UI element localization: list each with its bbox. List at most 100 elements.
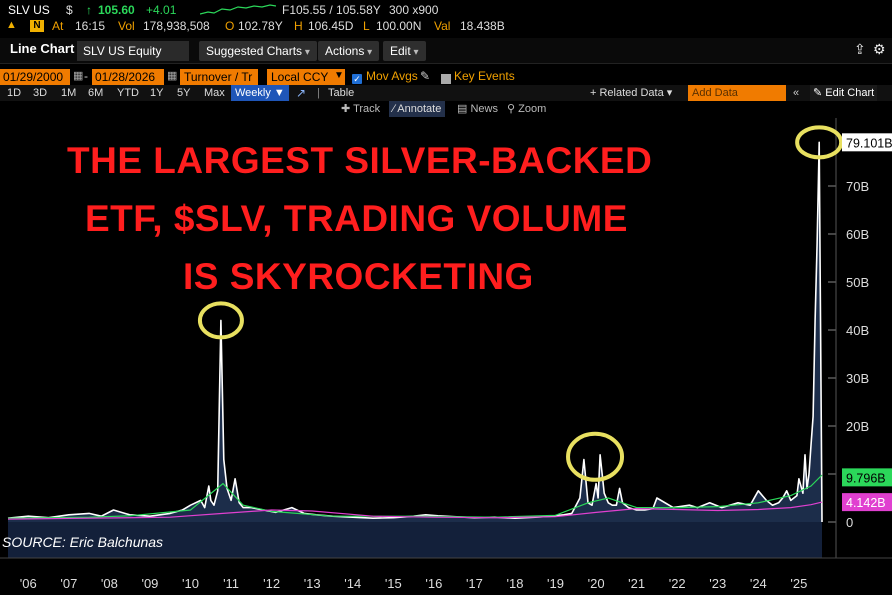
moving-average-line-1 bbox=[7, 474, 823, 519]
headline-line-2: ETF, $SLV, TRADING VOLUME bbox=[85, 198, 628, 239]
security-field[interactable]: SLV US Equity bbox=[77, 41, 189, 61]
y-tick-label: 50B bbox=[846, 275, 869, 290]
last-ma-long-badge-bg bbox=[842, 493, 892, 512]
line-icon: ∕ bbox=[393, 103, 395, 115]
table-button[interactable]: Table bbox=[328, 87, 355, 99]
x-tick-label: '14 bbox=[344, 576, 361, 591]
period-ytd[interactable]: YTD bbox=[117, 87, 139, 99]
edit-menu[interactable]: Edit bbox=[383, 41, 426, 61]
ticker-symbol[interactable]: SLV US bbox=[8, 3, 50, 17]
peak-highlight-circle bbox=[795, 125, 844, 160]
x-tick-label: '16 bbox=[425, 576, 442, 591]
mov-avgs-checkbox[interactable]: ✓ bbox=[352, 73, 362, 84]
volume-value: 178,938,508 bbox=[143, 19, 210, 33]
last-turnover-badge-bg bbox=[842, 133, 892, 152]
x-tick-label: '12 bbox=[263, 576, 280, 591]
headline-line-3: IS SKYROCKETING bbox=[183, 256, 534, 297]
calendar-icon[interactable]: ▦ bbox=[73, 70, 84, 82]
zoom-tool[interactable]: ⚲ Zoom bbox=[507, 103, 547, 115]
chart-floor bbox=[8, 522, 822, 558]
frequency-selector[interactable]: Weekly ▼ bbox=[231, 85, 289, 101]
period-6m[interactable]: 6M bbox=[88, 87, 104, 99]
suggested-charts-menu[interactable]: Suggested Charts bbox=[199, 41, 317, 61]
collapse-icon[interactable]: « bbox=[793, 87, 800, 99]
x-tick-label: '24 bbox=[750, 576, 767, 591]
volume-label: Vol bbox=[118, 19, 135, 33]
x-tick-label: '11 bbox=[223, 576, 239, 591]
period-3d[interactable]: 3D bbox=[33, 87, 48, 99]
page-title: Line Chart bbox=[10, 41, 75, 56]
period-5y[interactable]: 5Y bbox=[177, 87, 191, 99]
related-data-menu[interactable]: + Related Data ▾ bbox=[590, 87, 673, 99]
key-events-checkbox[interactable] bbox=[441, 71, 451, 87]
period-max[interactable]: Max bbox=[204, 87, 225, 99]
open-value: 102.78Y bbox=[238, 19, 283, 33]
y-tick-label: 30B bbox=[846, 371, 869, 386]
y-tick-label: 20B bbox=[846, 419, 869, 434]
pencil-icon[interactable]: ✎ bbox=[420, 69, 431, 83]
x-tick-label: '15 bbox=[385, 576, 402, 591]
last-ma-long-badge: 4.142B bbox=[846, 496, 886, 510]
start-date-field[interactable]: 01/29/2000 bbox=[0, 69, 70, 85]
peak-highlight-circle bbox=[197, 301, 244, 340]
x-tick-label: '19 bbox=[547, 576, 564, 591]
x-tick-label: '07 bbox=[60, 576, 77, 591]
annotate-tool[interactable]: ∕ Annotate bbox=[389, 101, 446, 117]
open-label: O bbox=[225, 19, 235, 33]
source-credit: SOURCE: Eric Balchunas bbox=[2, 534, 164, 550]
last-price: 105.60 bbox=[98, 3, 135, 17]
x-tick-label: '21 bbox=[628, 576, 645, 591]
high-value: 106.45D bbox=[308, 19, 354, 33]
x-tick-label: '06 bbox=[20, 576, 37, 591]
news-list-icon: ▤ bbox=[457, 103, 468, 115]
volume-chart[interactable]: 010B20B30B40B50B60B70B'06'07'08'09'10'11… bbox=[0, 118, 892, 595]
date-separator: - bbox=[84, 69, 88, 83]
actions-menu[interactable]: Actions bbox=[318, 41, 380, 61]
magnifier-icon: ⚲ bbox=[507, 103, 516, 115]
x-tick-label: '10 bbox=[182, 576, 199, 591]
last-ma-short-badge: 9.796B bbox=[846, 471, 886, 485]
key-events-label: Key Events bbox=[454, 69, 515, 83]
high-label: H bbox=[294, 19, 303, 33]
crosshair-icon: ✚ bbox=[341, 103, 351, 115]
x-tick-label: '18 bbox=[506, 576, 523, 591]
currency-selector[interactable]: Local CCY bbox=[267, 69, 345, 85]
flag-icon: ▲ bbox=[6, 19, 17, 31]
x-tick-label: '17 bbox=[466, 576, 483, 591]
settings-gear-icon[interactable]: ⚙ bbox=[873, 41, 886, 57]
edit-chart-button[interactable]: ✎ Edit Chart bbox=[810, 85, 878, 101]
track-tool[interactable]: ✚ Track bbox=[341, 103, 381, 115]
x-tick-label: '08 bbox=[101, 576, 118, 591]
period-1y[interactable]: 1Y bbox=[150, 87, 164, 99]
moving-average-line-2 bbox=[7, 501, 823, 520]
y-tick-label: 40B bbox=[846, 323, 869, 338]
value-label: Val bbox=[434, 19, 451, 33]
calendar-icon[interactable]: ▦ bbox=[167, 70, 178, 82]
dropdown-icon[interactable]: ▼ bbox=[334, 70, 344, 81]
end-date-field[interactable]: 01/28/2026 bbox=[92, 69, 164, 85]
mov-avgs-label: Mov Avgs bbox=[366, 69, 418, 83]
chart-settings-row: 01/29/2000 ▦ - 01/28/2026 ▦ Turnover / T… bbox=[0, 69, 892, 85]
last-ma-short-badge-bg bbox=[842, 468, 892, 487]
x-tick-label: '25 bbox=[790, 576, 807, 591]
period-toolbar: 1D 3D 1M 6M YTD 1Y 5Y Max Weekly ▼ ↗ | T… bbox=[0, 85, 892, 101]
x-tick-label: '09 bbox=[141, 576, 158, 591]
low-label: L bbox=[363, 19, 370, 33]
period-1m[interactable]: 1M bbox=[61, 87, 77, 99]
period-1d[interactable]: 1D bbox=[7, 87, 22, 99]
x-tick-label: '20 bbox=[588, 576, 605, 591]
y-tick-label: 70B bbox=[846, 179, 869, 194]
up-arrow-icon: ↑ bbox=[86, 3, 92, 17]
trade-time: 16:15 bbox=[75, 19, 106, 33]
low-value: 100.00N bbox=[376, 19, 422, 33]
headline-line-1: THE LARGEST SILVER-BACKED bbox=[67, 140, 653, 181]
news-tool[interactable]: ▤ News bbox=[457, 103, 498, 115]
chart-type-icon[interactable]: ↗ bbox=[296, 86, 307, 100]
add-data-input[interactable]: Add Data bbox=[688, 85, 786, 101]
export-icon[interactable]: ⇪ bbox=[854, 41, 866, 57]
field-selector[interactable]: Turnover / Tr bbox=[180, 69, 258, 85]
bid-ask-quote: F105.55 / 105.58Y bbox=[282, 3, 381, 17]
title-bar: Line Chart SLV US Equity Suggested Chart… bbox=[0, 38, 892, 64]
last-turnover-badge: 79.101B bbox=[846, 136, 892, 150]
divider: | bbox=[317, 87, 320, 99]
